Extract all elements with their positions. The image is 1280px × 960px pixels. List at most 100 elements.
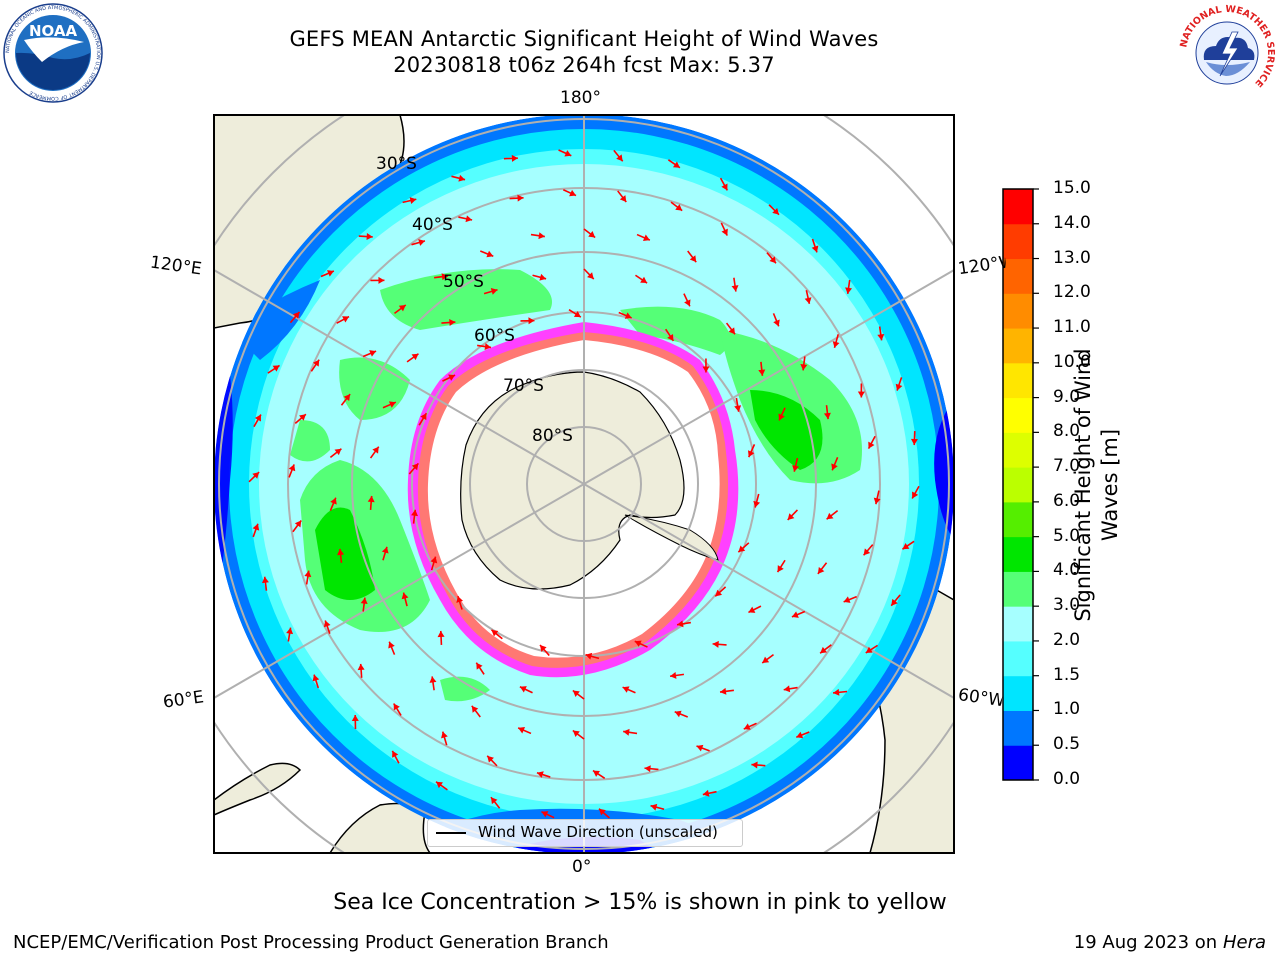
lat-label-40s: 40°S (412, 215, 453, 235)
wind-wave-arrow-head (372, 446, 379, 454)
wind-wave-arrow-head (490, 288, 498, 295)
colorbar-tick-label: 1.0 (1053, 699, 1081, 720)
wind-wave-arrow-head (592, 770, 600, 777)
wind-wave-arrow-head (252, 523, 260, 531)
wind-wave-arrow-head (518, 727, 526, 734)
land-africa (214, 762, 302, 816)
wind-wave-arrow-head (843, 596, 851, 603)
wind-wave-arrow-head (476, 662, 483, 670)
chart-title: GEFS MEAN Antarctic Significant Height o… (289, 27, 879, 51)
wind-wave-arrow-head (536, 771, 544, 778)
wind-wave-arrow-head (674, 710, 682, 718)
wind-wave-arrow-head (367, 495, 375, 503)
colorbar-tick-label: 12.0 (1053, 282, 1091, 303)
wind-wave-arrow-head (791, 611, 799, 618)
wind-wave-arrow-head (634, 640, 642, 647)
wind-wave-arrow-head (891, 598, 898, 606)
colorbar-segment (1003, 293, 1033, 329)
wind-wave-arrow-head (792, 465, 800, 472)
colorbar-segment (1003, 397, 1033, 433)
wind-wave-arrow-head (456, 596, 464, 603)
lon-label-0: 0° (572, 857, 592, 877)
wind-wave-arrow-head (865, 646, 873, 653)
legend-label: Wind Wave Direction (unscaled) (478, 823, 718, 841)
wind-wave-arrow-head (873, 497, 881, 505)
wind-wave-arrow-head (753, 500, 761, 508)
colorbar-segment (1003, 675, 1033, 711)
wind-wave-arrow-head (783, 685, 791, 693)
wind-wave-arrow-head (572, 730, 580, 737)
wind-wave-arrow-head (832, 341, 840, 348)
wind-wave-arrow-head (528, 317, 535, 325)
wind-wave-arrow-head (430, 556, 438, 564)
wind-wave-arrow-head (762, 656, 770, 663)
wind-wave-arrow-head (777, 565, 784, 573)
lat-label-30s: 30°S (376, 154, 417, 174)
wind-wave-arrow-head (616, 154, 623, 162)
wind-wave-arrow-head (689, 255, 697, 263)
land-antarctica (460, 371, 685, 590)
wind-wave-arrow-head (330, 497, 337, 505)
wind-wave-arrow-head (388, 401, 396, 408)
wind-wave-arrow-head (619, 195, 627, 203)
wind-wave-arrow-head (292, 311, 300, 319)
colorbar-segment (1003, 432, 1033, 468)
wind-wave-arrow-head (642, 234, 650, 241)
wind-wave-arrow-head (772, 207, 779, 215)
wind-wave-arrow-head (598, 808, 606, 816)
wind-wave-arrow-head (393, 703, 400, 711)
wind-wave-arrow-head (366, 233, 373, 241)
longitude-grid (214, 115, 954, 853)
wind-wave-arrow-head (299, 414, 306, 421)
wind-wave-arrow-head (351, 714, 359, 722)
wind-wave-arrow-head (747, 450, 755, 458)
wind-wave-arrow-head (312, 674, 320, 682)
wind-wave-arrow-head (796, 731, 804, 739)
wind-wave-arrow-head (519, 686, 527, 693)
wind-wave-arrow-head (378, 276, 385, 284)
wind-wave-arrow-head (337, 548, 345, 556)
wind-wave-arrow-head (392, 750, 399, 758)
colorbar-tick-label: 0.5 (1053, 734, 1081, 755)
chart-subtitle: 20230818 t06z 264h fcst Max: 5.37 (393, 53, 775, 77)
wind-wave-arrow-head (401, 592, 409, 600)
wind-wave-arrow-head (696, 744, 704, 752)
wind-wave-arrow-head (811, 245, 819, 253)
wind-wave-arrow-head (288, 464, 296, 472)
wind-wave-arrow-head (715, 589, 723, 597)
wind-wave-arrow-head (738, 545, 746, 553)
wind-wave-arrow-head (437, 630, 445, 638)
wind-wave-arrow-head (751, 761, 758, 769)
wind-wave-arrow-head (587, 272, 594, 280)
wind-wave-arrow-head (831, 463, 838, 471)
colorbar-segment (1003, 710, 1033, 746)
wind-wave-arrow-head (667, 333, 674, 341)
colorbar-segment (1003, 745, 1033, 781)
wind-wave-arrow-head (623, 728, 630, 736)
lat-label-70s: 70°S (503, 376, 544, 396)
wind-wave-arrow-head (409, 197, 417, 204)
wind-wave-arrow-head (721, 228, 728, 236)
map-border (213, 114, 955, 854)
wind-wave-arrow-head (418, 239, 425, 246)
wind-wave-arrow-head (441, 731, 448, 739)
colorbar-tick-label: 13.0 (1053, 247, 1091, 268)
wind-wave-arrow-head (702, 789, 710, 797)
wind-wave-arrow-head (721, 183, 728, 191)
wind-wave-arrow-head (511, 154, 518, 162)
colorbar-tick-label: 14.0 (1053, 212, 1091, 233)
footer-machine: Hera (1222, 932, 1266, 953)
wind-wave-arrow-head (787, 513, 795, 520)
wind-wave-arrow-head (650, 803, 658, 811)
wind-wave-arrow-head (420, 413, 427, 421)
wind-wave-arrow-head (458, 174, 466, 182)
wind-wave-arrow-head (312, 359, 320, 367)
wind-wave-arrow-head (381, 546, 389, 554)
wind-wave-arrow-head (517, 194, 524, 202)
wind-wave-arrow-head (826, 512, 834, 520)
colorbar-segment (1003, 223, 1033, 260)
colorbar-segment (1003, 606, 1033, 642)
wind-wave-arrow-head (272, 365, 280, 372)
wind-wave-arrow-head (539, 273, 547, 281)
